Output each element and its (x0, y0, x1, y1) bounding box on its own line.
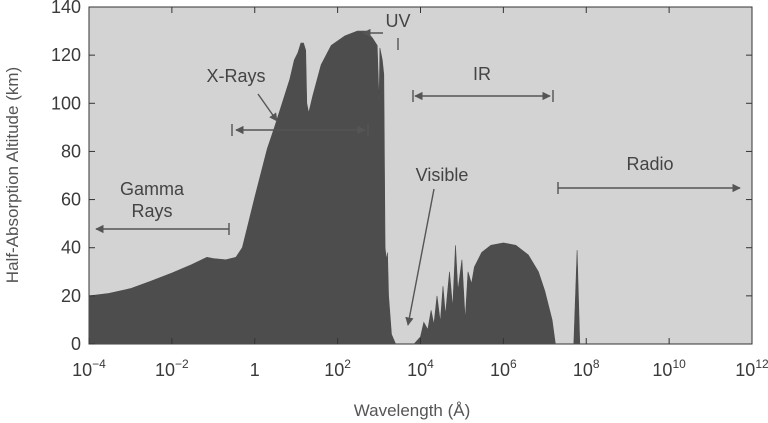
gamma-rays-label: Gamma (120, 179, 185, 199)
x-tick-label: 104 (407, 357, 434, 380)
y-axis-title: Half-Absorption Altitude (km) (3, 67, 22, 283)
radio-label: Radio (626, 154, 673, 174)
ir-label: IR (473, 64, 491, 84)
x-tick-label: 10−2 (155, 357, 189, 380)
x-rays-label: X-Rays (206, 66, 265, 86)
y-tick-label: 20 (61, 286, 81, 306)
absorption-series (88, 30, 581, 345)
y-tick-label: 40 (61, 238, 81, 258)
visible-label: Visible (416, 165, 469, 185)
x-tick-label: 1010 (652, 357, 686, 380)
y-tick-label: 100 (51, 93, 81, 113)
visible-pointer (405, 188, 435, 326)
x-rays-pointer (257, 93, 278, 122)
x-tick-label: 1 (250, 360, 260, 380)
y-tick-label: 0 (71, 334, 81, 354)
y-tick-label: 80 (61, 141, 81, 161)
y-tick-label: 120 (51, 45, 81, 65)
gamma-rays-label-line2: Rays (131, 201, 172, 221)
y-tick-label: 60 (61, 190, 81, 210)
y-axis-ticks: 0 20 40 60 80 100 120 140 (51, 0, 752, 354)
x-tick-label: 102 (324, 357, 351, 380)
x-tick-label: 108 (573, 357, 600, 380)
x-tick-label: 10−4 (72, 357, 106, 380)
uv-label: UV (385, 11, 410, 31)
x-axis-title: Wavelength (Å) (354, 401, 471, 420)
x-tick-label: 106 (490, 357, 517, 380)
absorption-region-3 (573, 250, 581, 345)
absorption-region-2 (413, 242, 556, 345)
x-axis-ticks: 10−4 10−2 1 102 104 106 108 1010 1012 (72, 7, 768, 380)
x-tick-label: 1012 (735, 357, 768, 380)
absorption-region-1 (88, 30, 397, 345)
y-tick-label: 140 (51, 0, 81, 17)
